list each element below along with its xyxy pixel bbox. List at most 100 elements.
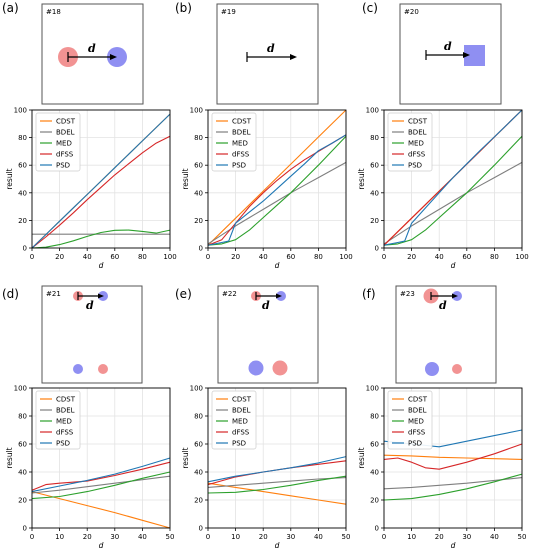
x-tick-label: 0 — [206, 533, 210, 541]
legend-label-dfss: dFSS — [408, 151, 426, 159]
y-tick-label: 100 — [190, 107, 203, 115]
legend-label-med: MED — [408, 418, 424, 426]
y-tick-label: 20 — [370, 217, 379, 225]
x-tick-label: 0 — [30, 533, 34, 541]
x-tick-label: 60 — [286, 253, 295, 261]
legend-label-med: MED — [56, 418, 72, 426]
observation-circle — [452, 364, 462, 374]
x-tick-label: 0 — [382, 253, 386, 261]
x-tick-label: 0 — [30, 253, 34, 261]
observation-circle — [98, 364, 108, 374]
x-axis-label: d — [451, 261, 456, 270]
distance-arrow-head — [110, 54, 117, 60]
x-axis-label: d — [99, 541, 104, 550]
x-tick-label: 10 — [407, 533, 416, 541]
case-id-label: #23 — [400, 290, 415, 298]
distance-arrow-head — [463, 52, 470, 58]
legend-label-psd: PSD — [408, 440, 422, 448]
case-id-label: #19 — [221, 8, 236, 16]
legend-label-bdel: BDEL — [56, 129, 75, 137]
y-tick-label: 40 — [18, 189, 27, 197]
series-line-cdst — [383, 454, 523, 460]
x-tick-label: 20 — [83, 533, 92, 541]
x-tick-label: 50 — [166, 533, 175, 541]
x-tick-label: 40 — [138, 533, 147, 541]
x-tick-label: 100 — [515, 253, 528, 261]
y-tick-label: 60 — [194, 441, 203, 449]
case-id-label: #20 — [404, 8, 419, 16]
series-line-cdst — [207, 482, 347, 505]
panel-letter-e: (e) — [175, 287, 192, 301]
forecast-square — [464, 45, 485, 66]
y-tick-label: 20 — [370, 497, 379, 505]
y-tick-label: 60 — [18, 441, 27, 449]
y-axis-label: result — [357, 168, 366, 189]
x-tick-label: 10 — [231, 533, 240, 541]
y-tick-label: 80 — [194, 413, 203, 421]
series-line-dfss — [383, 443, 523, 470]
legend-label-dfss: dFSS — [56, 151, 74, 159]
y-tick-label: 80 — [194, 134, 203, 142]
x-tick-label: 10 — [55, 533, 64, 541]
series-line-med — [207, 475, 347, 494]
legend-label-dfss: dFSS — [408, 429, 426, 437]
legend-label-med: MED — [408, 140, 424, 148]
series-line-cdst — [207, 109, 347, 246]
series-line-psd — [207, 134, 347, 246]
x-axis-label: d — [451, 541, 456, 550]
x-tick-label: 40 — [314, 533, 323, 541]
legend-label-cdst: CDST — [56, 118, 76, 126]
schematic-e: #22 d — [217, 285, 319, 384]
schematic-a: #18 d — [41, 3, 144, 105]
x-tick-label: 80 — [490, 253, 499, 261]
legend-label-cdst: CDST — [408, 396, 428, 404]
chart-f: 0 10 20 30 40 50 0 20 40 60 80 100 d result CDST BDEL ME… — [357, 385, 526, 550]
y-tick-label: 40 — [18, 469, 27, 477]
y-tick-label: 0 — [199, 245, 203, 253]
x-tick-label: 50 — [342, 533, 351, 541]
legend-label-med: MED — [56, 140, 72, 148]
legend-label-bdel: BDEL — [408, 129, 427, 137]
series-line-dfss — [31, 461, 171, 491]
distance-arrow-head — [276, 293, 282, 299]
x-tick-label: 40 — [259, 253, 268, 261]
panel-letter-b: (b) — [175, 1, 192, 15]
legend-label-psd: PSD — [56, 440, 70, 448]
series-line-psd — [31, 113, 171, 249]
panel-letter-c: (c) — [362, 1, 378, 15]
series-line-med — [31, 229, 171, 249]
y-tick-label: 100 — [14, 385, 27, 393]
y-tick-label: 80 — [18, 413, 27, 421]
y-tick-label: 40 — [194, 469, 203, 477]
chart-c: 0 20 40 60 80 100 0 20 40 60 80 100 d result CDST BDEL M… — [357, 107, 529, 271]
chart-a: 0 20 40 60 80 100 0 20 40 60 80 100 d result CDST BDEL M… — [5, 107, 177, 271]
series-line-bdel — [383, 161, 523, 245]
schematic-d: #21 d — [41, 285, 143, 384]
y-tick-label: 60 — [194, 162, 203, 170]
legend-label-dfss: dFSS — [232, 151, 250, 159]
schematic-f: #23 d — [395, 285, 497, 384]
x-tick-label: 80 — [314, 253, 323, 261]
schematic-frame — [216, 3, 319, 105]
legend-box — [211, 390, 257, 450]
panel-letter-d: (d) — [2, 287, 19, 301]
distance-label: d — [439, 299, 447, 312]
y-tick-label: 20 — [18, 497, 27, 505]
x-axis-label: d — [99, 261, 104, 270]
x-tick-label: 50 — [518, 533, 527, 541]
legend-label-cdst: CDST — [408, 118, 428, 126]
y-tick-label: 80 — [370, 413, 379, 421]
series-line-psd — [383, 109, 523, 246]
panel-letter-f: (f) — [362, 287, 376, 301]
legend-box — [35, 112, 81, 172]
forecast-circle — [425, 362, 439, 376]
y-tick-label: 40 — [194, 189, 203, 197]
chart-d: 0 10 20 30 40 50 0 20 40 60 80 100 d result CDST BDEL ME… — [5, 385, 174, 550]
distance-label: d — [86, 299, 94, 312]
distance-label: d — [444, 40, 452, 53]
distance-label: d — [267, 42, 275, 55]
x-tick-label: 80 — [138, 253, 147, 261]
plot-frame — [383, 387, 523, 529]
y-tick-label: 40 — [370, 189, 379, 197]
